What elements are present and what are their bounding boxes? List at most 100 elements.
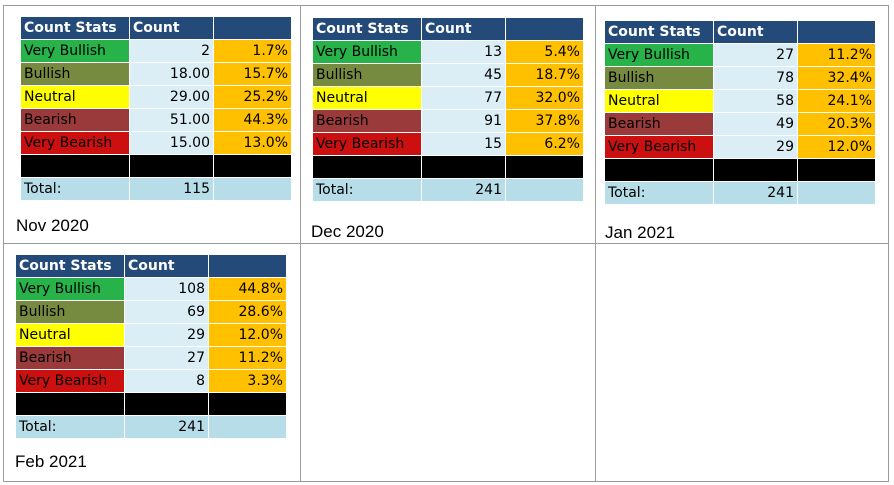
count-very-bullish: 13 bbox=[421, 40, 506, 64]
label-neutral: Neutral bbox=[312, 86, 422, 110]
pct-bearish: 11.2% bbox=[208, 346, 287, 370]
label-bearish: Bearish bbox=[604, 112, 714, 136]
row-very-bullish: Very Bullish 27 11.2% bbox=[604, 43, 876, 67]
total-blank bbox=[797, 181, 876, 205]
count-neutral: 29 bbox=[124, 323, 209, 347]
row-neutral: Neutral 29.00 25.2% bbox=[20, 85, 292, 109]
pct-bearish: 37.8% bbox=[505, 109, 584, 133]
panel-nov-2020: Count Stats Count Very Bullish 2 1.7% Bu… bbox=[20, 16, 292, 201]
count-bullish: 69 bbox=[124, 300, 209, 324]
pct-bearish: 44.3% bbox=[213, 108, 292, 132]
pct-very-bearish: 13.0% bbox=[213, 131, 292, 155]
pct-neutral: 25.2% bbox=[213, 85, 292, 109]
row-bearish: Bearish 51.00 44.3% bbox=[20, 108, 292, 132]
count-bearish: 49 bbox=[713, 112, 798, 136]
header-count: Count bbox=[713, 20, 798, 44]
label-bullish: Bullish bbox=[20, 62, 130, 86]
panel-jan-2021: Count Stats Count Very Bullish 27 11.2% … bbox=[604, 20, 876, 205]
count-neutral: 77 bbox=[421, 86, 506, 110]
label-very-bearish: Very Bearish bbox=[312, 132, 422, 156]
row-very-bearish: Very Bearish 15 6.2% bbox=[312, 132, 584, 156]
count-stats-table: Count Stats Count Very Bullish 2 1.7% Bu… bbox=[20, 16, 292, 201]
count-bearish: 91 bbox=[421, 109, 506, 133]
header-count-stats: Count Stats bbox=[20, 16, 130, 40]
total-label: Total: bbox=[20, 177, 130, 201]
pct-very-bullish: 11.2% bbox=[797, 43, 876, 67]
row-very-bullish: Very Bullish 108 44.8% bbox=[15, 277, 287, 301]
header-count: Count bbox=[129, 16, 214, 40]
total-row: Total: 241 bbox=[604, 181, 876, 205]
pct-bullish: 15.7% bbox=[213, 62, 292, 86]
row-very-bullish: Very Bullish 2 1.7% bbox=[20, 39, 292, 63]
pct-neutral: 32.0% bbox=[505, 86, 584, 110]
row-bullish: Bullish 45 18.7% bbox=[312, 63, 584, 87]
total-label: Total: bbox=[604, 181, 714, 205]
header-row: Count Stats Count bbox=[312, 17, 584, 41]
total-row: Total: 241 bbox=[312, 178, 584, 202]
count-neutral: 58 bbox=[713, 89, 798, 113]
row-bullish: Bullish 78 32.4% bbox=[604, 66, 876, 90]
header-blank bbox=[208, 254, 287, 278]
label-very-bearish: Very Bearish bbox=[15, 369, 125, 393]
label-bullish: Bullish bbox=[312, 63, 422, 87]
separator-row bbox=[312, 155, 584, 179]
pct-very-bearish: 3.3% bbox=[208, 369, 287, 393]
count-very-bullish: 27 bbox=[713, 43, 798, 67]
header-blank bbox=[505, 17, 584, 41]
total-label: Total: bbox=[15, 415, 125, 439]
row-bullish: Bullish 69 28.6% bbox=[15, 300, 287, 324]
count-bullish: 78 bbox=[713, 66, 798, 90]
label-neutral: Neutral bbox=[604, 89, 714, 113]
label-bearish: Bearish bbox=[20, 108, 130, 132]
count-stats-table: Count Stats Count Very Bullish 13 5.4% B… bbox=[312, 17, 584, 202]
row-very-bearish: Very Bearish 29 12.0% bbox=[604, 135, 876, 159]
count-very-bullish: 108 bbox=[124, 277, 209, 301]
header-count-stats: Count Stats bbox=[604, 20, 714, 44]
label-very-bullish: Very Bullish bbox=[604, 43, 714, 67]
total-value: 241 bbox=[421, 178, 506, 202]
count-bearish: 51.00 bbox=[129, 108, 214, 132]
total-blank bbox=[208, 415, 287, 439]
total-row: Total: 115 bbox=[20, 177, 292, 201]
total-value: 241 bbox=[713, 181, 798, 205]
count-bearish: 27 bbox=[124, 346, 209, 370]
label-bullish: Bullish bbox=[15, 300, 125, 324]
panel-feb-2021: Count Stats Count Very Bullish 108 44.8%… bbox=[15, 254, 287, 439]
header-row: Count Stats Count bbox=[15, 254, 287, 278]
total-row: Total: 241 bbox=[15, 415, 287, 439]
row-bullish: Bullish 18.00 15.7% bbox=[20, 62, 292, 86]
total-value: 115 bbox=[129, 177, 214, 201]
label-bullish: Bullish bbox=[604, 66, 714, 90]
count-very-bearish: 15 bbox=[421, 132, 506, 156]
pct-very-bullish: 5.4% bbox=[505, 40, 584, 64]
count-very-bearish: 29 bbox=[713, 135, 798, 159]
row-very-bearish: Very Bearish 15.00 13.0% bbox=[20, 131, 292, 155]
row-bearish: Bearish 27 11.2% bbox=[15, 346, 287, 370]
row-very-bullish: Very Bullish 13 5.4% bbox=[312, 40, 584, 64]
count-bullish: 18.00 bbox=[129, 62, 214, 86]
pct-very-bullish: 1.7% bbox=[213, 39, 292, 63]
panel-dec-2020: Count Stats Count Very Bullish 13 5.4% B… bbox=[312, 17, 584, 202]
pct-neutral: 12.0% bbox=[208, 323, 287, 347]
label-very-bullish: Very Bullish bbox=[15, 277, 125, 301]
header-blank bbox=[797, 20, 876, 44]
total-blank bbox=[213, 177, 292, 201]
caption-nov-2020: Nov 2020 bbox=[16, 216, 89, 235]
caption-feb-2021: Feb 2021 bbox=[15, 452, 87, 471]
count-bullish: 45 bbox=[421, 63, 506, 87]
pct-neutral: 24.1% bbox=[797, 89, 876, 113]
label-very-bullish: Very Bullish bbox=[20, 39, 130, 63]
header-row: Count Stats Count bbox=[20, 16, 292, 40]
pct-very-bullish: 44.8% bbox=[208, 277, 287, 301]
row-neutral: Neutral 77 32.0% bbox=[312, 86, 584, 110]
label-neutral: Neutral bbox=[15, 323, 125, 347]
header-count-stats: Count Stats bbox=[15, 254, 125, 278]
pct-very-bearish: 6.2% bbox=[505, 132, 584, 156]
pct-bullish: 18.7% bbox=[505, 63, 584, 87]
row-bearish: Bearish 49 20.3% bbox=[604, 112, 876, 136]
total-blank bbox=[505, 178, 584, 202]
caption-jan-2021: Jan 2021 bbox=[605, 223, 675, 242]
header-blank bbox=[213, 16, 292, 40]
count-neutral: 29.00 bbox=[129, 85, 214, 109]
separator-row bbox=[15, 392, 287, 416]
